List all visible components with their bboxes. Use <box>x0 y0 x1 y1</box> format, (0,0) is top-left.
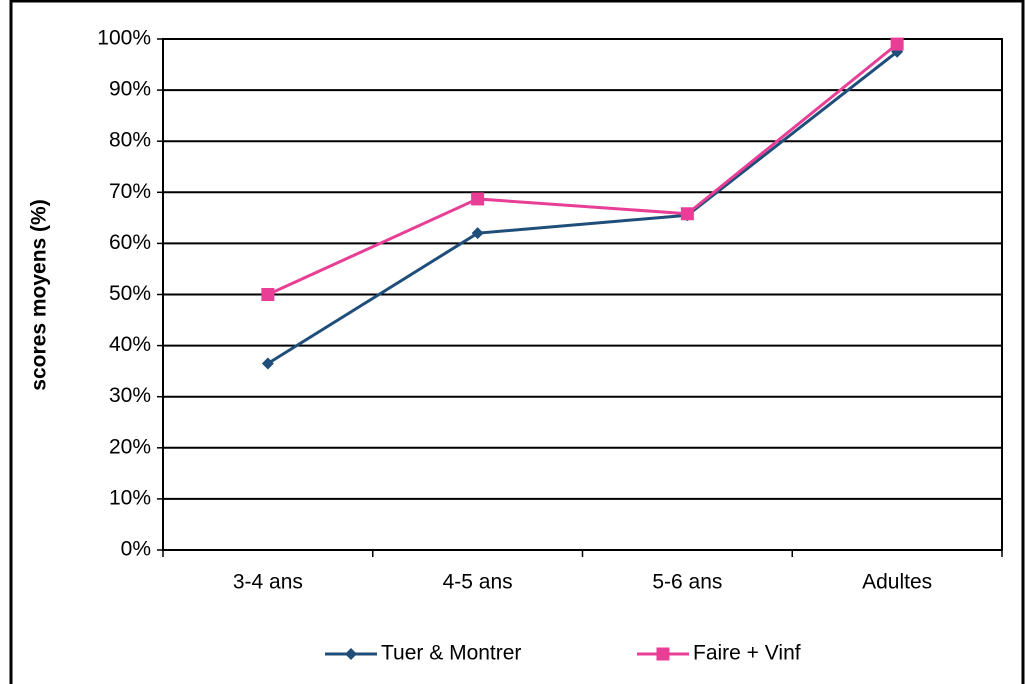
y-tick-label: 40% <box>109 333 151 356</box>
y-tick-label: 90% <box>109 78 151 101</box>
legend-marker <box>656 647 670 661</box>
y-tick-label: 0% <box>121 538 151 561</box>
y-tick-label: 20% <box>109 435 151 458</box>
y-tick-label: 50% <box>109 282 151 305</box>
series-line <box>267 42 899 296</box>
y-tick-label: 60% <box>109 231 151 254</box>
marker <box>471 192 485 206</box>
x-tick-label: 5-6 ans <box>652 571 722 594</box>
series-line <box>267 50 899 365</box>
legend-label: Tuer & Montrer <box>381 642 521 665</box>
legend-marker <box>345 648 357 660</box>
y-tick-label: 70% <box>109 180 151 203</box>
y-tick-label: 100% <box>97 27 151 50</box>
x-tick-label: 3-4 ans <box>233 571 303 594</box>
marker <box>261 357 274 370</box>
marker <box>261 288 275 301</box>
x-tick-label: Adultes <box>862 571 932 594</box>
y-tick-label: 10% <box>109 486 151 509</box>
x-tick-label: 4-5 ans <box>443 571 513 594</box>
marker <box>890 37 904 51</box>
y-tick-label: 80% <box>109 129 151 152</box>
marker <box>471 227 484 240</box>
y-axis-label: scores moyens (%) <box>28 199 51 390</box>
legend-label: Faire + Vinf <box>693 642 801 665</box>
chart-frame <box>9 0 1025 684</box>
y-tick-label: 30% <box>109 384 151 407</box>
marker <box>680 207 694 221</box>
